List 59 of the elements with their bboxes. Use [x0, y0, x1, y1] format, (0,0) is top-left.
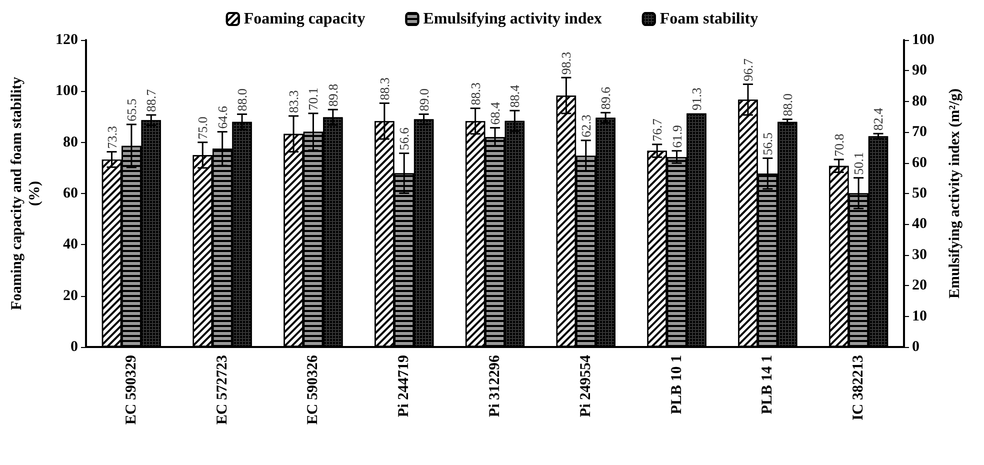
data-label: 88.7	[144, 88, 159, 112]
data-label: 68.4	[488, 102, 502, 125]
x-tick-label: EC 590329	[123, 355, 140, 425]
x-tick-label: EC 590326	[305, 354, 322, 425]
x-tick-label: Pi 244719	[396, 355, 412, 418]
data-label: 70.1	[306, 88, 321, 110]
data-label: 89.6	[598, 86, 614, 110]
legend-label: Emulsifying activity index	[423, 10, 602, 28]
data-label: 89.8	[325, 84, 340, 107]
data-label: 88.3	[376, 77, 392, 100]
y-tick-label: 80	[63, 134, 78, 150]
data-label: 96.7	[740, 58, 756, 82]
y2-tick-label: 100	[912, 32, 934, 48]
y2-tick-label: 90	[912, 62, 927, 79]
data-label: 83.3	[286, 90, 302, 113]
x-tick-label: Pi 249554	[578, 354, 594, 418]
data-label: 88.4	[507, 84, 522, 108]
data-label: 88.0	[234, 88, 250, 112]
data-label: 73.3	[104, 126, 120, 149]
y2-tick-label: 20	[912, 278, 927, 294]
y2-axis-title: Emulsifying activity index (m²/g)	[947, 88, 963, 298]
data-label: 61.9	[669, 125, 684, 148]
x-tick-label: PLB 10 1	[668, 355, 685, 414]
y-tick-label: 120	[56, 32, 78, 48]
data-label: 62.3	[578, 114, 594, 138]
x-tick-label: PLB 14 1	[760, 355, 776, 414]
y-tick-label: 60	[63, 186, 78, 202]
y-tick-label: 0	[70, 339, 78, 355]
data-label: 76.7	[650, 118, 665, 142]
data-label: 75.0	[195, 116, 210, 140]
y2-tick-label: 60	[912, 154, 927, 171]
y-tick-label: 40	[63, 236, 78, 253]
data-label: 50.1	[851, 152, 866, 175]
legend-label: Foaming capacity	[244, 10, 366, 28]
y2-tick-label: 80	[912, 93, 927, 110]
y-tick-label: 20	[63, 288, 78, 304]
data-label: 70.8	[831, 134, 846, 156]
data-label: 98.3	[558, 52, 574, 75]
y-tick-label: 100	[56, 83, 78, 100]
data-label: 88.0	[780, 94, 795, 116]
data-label: 88.3	[468, 82, 483, 106]
x-tick-label: IC 382213	[850, 355, 867, 420]
data-label: 82.4	[870, 107, 886, 131]
data-label: 56.6	[396, 127, 412, 150]
data-label: 64.6	[214, 106, 230, 129]
data-label: 56.5	[760, 132, 776, 156]
y2-tick-label: 10	[912, 308, 927, 324]
y2-tick-label: 30	[912, 246, 927, 263]
legend-label: Foam stability	[660, 10, 758, 28]
y2-tick-label: 50	[912, 186, 927, 202]
y2-tick-label: 0	[912, 339, 920, 355]
y2-tick-label: 40	[912, 216, 927, 232]
y2-tick-label: 70	[912, 124, 927, 140]
data-label: 65.5	[124, 98, 139, 122]
x-tick-label: EC 572723	[214, 355, 230, 425]
data-label: 91.3	[688, 88, 704, 110]
y-axis-title: Foaming capacity and foam stability (%)	[9, 76, 43, 310]
data-label: 89.0	[416, 88, 432, 112]
x-tick-label: Pi 312296	[487, 354, 503, 418]
